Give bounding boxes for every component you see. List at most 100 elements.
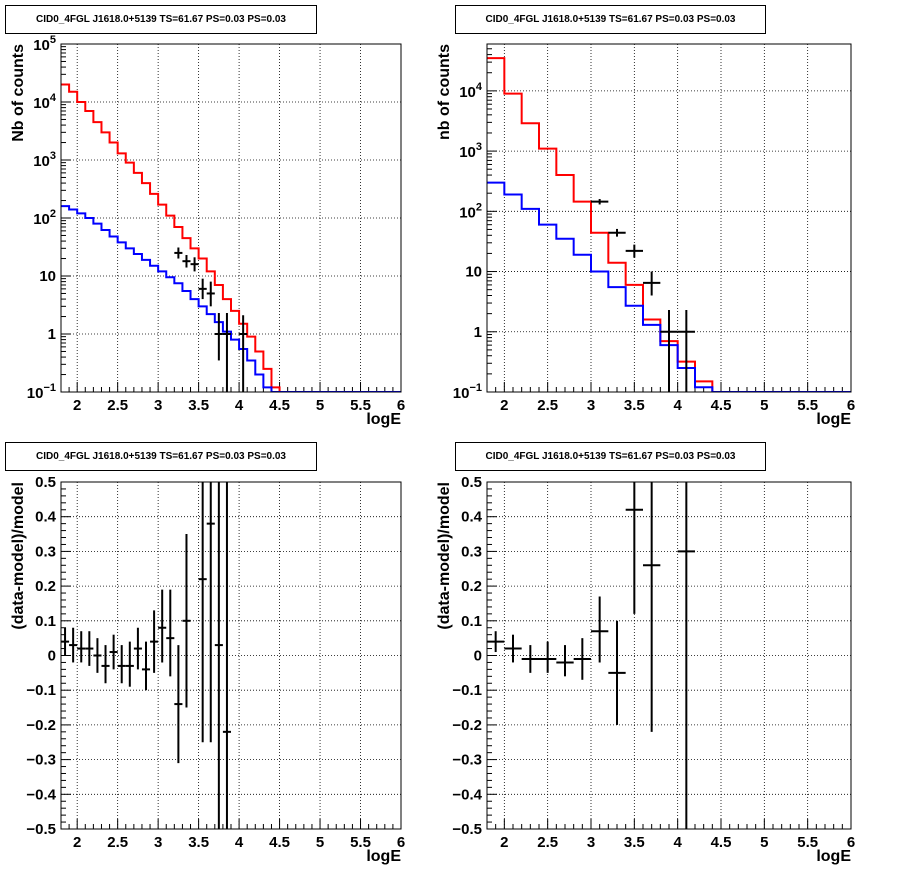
- histogram-series-0: [61, 83, 401, 392]
- data-point: [222, 482, 231, 829]
- plot-counts-left: 2 2.5 3 3.5 4 4.5 5 5.5 6 10−1 1 10 102 103 104 105 logE…: [10, 34, 405, 428]
- data-point: [101, 645, 110, 684]
- data-point: [150, 610, 159, 673]
- data-point: [174, 645, 183, 764]
- y-axis-label: (data-model)/model: [10, 482, 27, 630]
- data-point: [591, 596, 609, 663]
- x-tick-label: 3: [154, 397, 162, 414]
- data-point: [125, 641, 134, 687]
- y-tick-label: 10: [465, 264, 482, 281]
- plot-residual-left: 2 2.5 3 3.5 4 4.5 5 5.5 6 −0.5 −0.4 −0.3 −0.2 −0.1 0 0.…: [10, 474, 405, 865]
- y-tick-label: 0.3: [461, 543, 482, 560]
- data-point: [93, 638, 102, 673]
- plot-frame: [60, 481, 402, 830]
- data-point: [182, 534, 191, 708]
- y-tick-label: −0.3: [26, 752, 56, 769]
- data-point: [214, 482, 223, 829]
- x-tick-label: 3.5: [188, 834, 209, 851]
- data-point: [214, 313, 223, 361]
- x-tick-label: 5: [760, 834, 768, 851]
- data-point: [539, 641, 557, 673]
- data-point: [206, 482, 215, 743]
- data-point: [190, 257, 199, 272]
- chart-title: CID0_4FGL J1618.0+5139 TS=61.67 PS=0.03 …: [455, 442, 766, 471]
- data-point: [141, 641, 151, 691]
- x-tick-label: 3.5: [624, 834, 645, 851]
- y-tick-label: 103: [459, 141, 482, 161]
- y-tick-label: −0.5: [26, 821, 56, 838]
- plot-counts-right: 2 2.5 3 3.5 4 4.5 5 5.5 6 10−1 1 10 102 103 104 logE nb …: [436, 43, 855, 428]
- y-tick-label: 104: [459, 81, 483, 101]
- histogram-series-0: [487, 57, 851, 392]
- data-point: [504, 634, 522, 663]
- x-tick-label: 2: [500, 834, 508, 851]
- x-tick-label: 4: [673, 834, 682, 851]
- y-tick-label: 0.3: [35, 543, 56, 560]
- y-tick-label: 0.4: [35, 509, 57, 526]
- x-tick-label: 4: [235, 834, 244, 851]
- x-tick-label: 3.5: [188, 397, 209, 414]
- data-point: [174, 247, 183, 259]
- x-axis-label: logE: [816, 848, 851, 865]
- data-point: [117, 645, 126, 684]
- x-tick-label: 2: [500, 397, 508, 414]
- plot-frame: [60, 43, 402, 393]
- chart-title: CID0_4FGL J1618.0+5139 TS=61.67 PS=0.03 …: [5, 5, 317, 34]
- y-tick-label: −0.2: [452, 717, 482, 734]
- x-tick-label: 6: [847, 397, 855, 414]
- x-tick-label: 6: [847, 834, 855, 851]
- y-tick-label: 0.5: [461, 474, 482, 491]
- y-axis-label: Nb of counts: [10, 44, 27, 142]
- x-tick-label: 4.5: [269, 834, 290, 851]
- data-point: [677, 482, 695, 829]
- data-point: [591, 199, 609, 205]
- y-tick-label: −0.5: [452, 821, 482, 838]
- x-tick-label: 2.5: [537, 397, 558, 414]
- x-tick-label: 5.5: [797, 834, 818, 851]
- x-tick-label: 2.5: [107, 397, 128, 414]
- x-tick-label: 5.5: [797, 397, 818, 414]
- plot-frame: [486, 481, 852, 830]
- y-tick-label: 10−1: [453, 382, 482, 402]
- x-tick-label: 2.5: [107, 834, 128, 851]
- data-point: [198, 482, 207, 743]
- data-point: [166, 589, 175, 677]
- y-tick-label: 0.2: [35, 578, 56, 595]
- x-tick-label: 5.5: [350, 834, 371, 851]
- y-tick-label: 0: [474, 648, 482, 665]
- data-point: [573, 638, 591, 680]
- data-point: [660, 309, 678, 392]
- data-point: [521, 645, 539, 673]
- x-tick-label: 6: [397, 834, 405, 851]
- x-tick-label: 5.5: [350, 397, 371, 414]
- x-tick-label: 4: [235, 397, 244, 414]
- y-tick-label: 104: [33, 92, 57, 112]
- x-axis-label: logE: [366, 411, 401, 428]
- y-tick-label: 1: [48, 326, 56, 343]
- data-point: [556, 645, 574, 677]
- y-tick-label: −0.2: [26, 717, 56, 734]
- data-point: [133, 627, 142, 670]
- data-point: [608, 620, 626, 725]
- data-point: [677, 309, 695, 392]
- x-tick-label: 3.5: [624, 397, 645, 414]
- x-tick-label: 3: [587, 834, 595, 851]
- x-tick-label: 4: [673, 397, 682, 414]
- chart-title: CID0_4FGL J1618.0+5139 TS=61.67 PS=0.03 …: [5, 442, 317, 471]
- data-point: [487, 631, 505, 653]
- y-tick-label: 0.1: [461, 613, 482, 630]
- y-tick-label: 102: [33, 208, 56, 228]
- x-tick-label: 5: [760, 397, 768, 414]
- data-point: [222, 313, 231, 392]
- x-tick-label: 2: [73, 397, 81, 414]
- y-tick-label: 105: [33, 34, 56, 54]
- data-point: [239, 315, 248, 392]
- data-point: [158, 589, 167, 663]
- x-tick-label: 6: [397, 397, 405, 414]
- data-point: [643, 482, 661, 732]
- plot-residual-right: 2 2.5 3 3.5 4 4.5 5 5.5 6 −0.5 −0.4 −0.3 −0.2 −0.1 0 0.…: [436, 474, 855, 865]
- y-tick-label: −0.1: [452, 682, 482, 699]
- y-axis-label: nb of counts: [436, 44, 453, 140]
- x-tick-label: 2.5: [537, 834, 558, 851]
